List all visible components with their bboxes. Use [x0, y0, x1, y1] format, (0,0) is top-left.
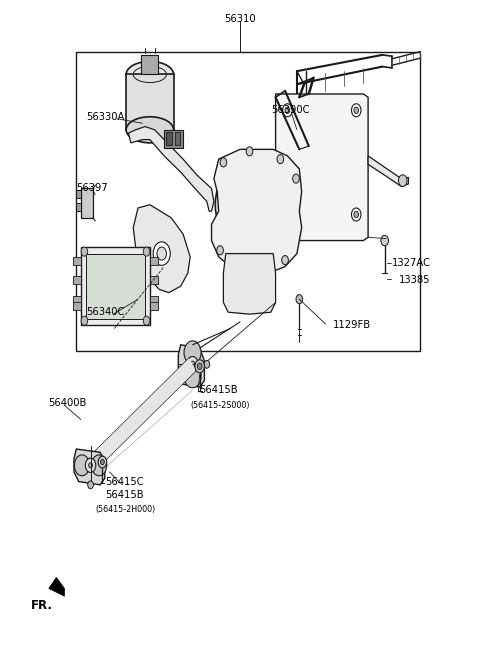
Polygon shape	[223, 254, 276, 314]
Bar	[150, 277, 158, 284]
Circle shape	[81, 316, 88, 325]
Circle shape	[246, 200, 253, 210]
Text: (56415-2H000): (56415-2H000)	[96, 505, 156, 514]
Circle shape	[88, 481, 94, 489]
Circle shape	[277, 154, 284, 164]
Circle shape	[143, 247, 150, 256]
Bar	[175, 132, 180, 145]
Circle shape	[195, 360, 204, 373]
Circle shape	[100, 459, 104, 464]
Circle shape	[234, 184, 264, 225]
Circle shape	[98, 456, 107, 468]
Bar	[76, 204, 81, 212]
Bar	[76, 52, 420, 351]
Bar	[72, 257, 81, 265]
Polygon shape	[179, 345, 204, 387]
Circle shape	[282, 256, 288, 265]
Circle shape	[220, 158, 227, 167]
Bar	[150, 257, 158, 265]
Polygon shape	[126, 74, 174, 130]
Circle shape	[285, 212, 290, 217]
Circle shape	[74, 455, 90, 476]
Text: 56330A: 56330A	[86, 112, 124, 122]
Bar	[167, 132, 172, 145]
Circle shape	[187, 357, 198, 372]
Circle shape	[283, 208, 292, 221]
Circle shape	[351, 208, 361, 221]
Circle shape	[216, 158, 284, 252]
Circle shape	[293, 174, 300, 183]
Circle shape	[398, 175, 407, 187]
Circle shape	[283, 104, 292, 117]
Circle shape	[197, 363, 202, 369]
Circle shape	[242, 194, 257, 215]
Circle shape	[351, 104, 361, 117]
Circle shape	[92, 455, 107, 476]
Polygon shape	[212, 149, 301, 273]
Text: 56390C: 56390C	[271, 105, 309, 115]
Circle shape	[204, 361, 210, 368]
Circle shape	[296, 294, 302, 304]
Circle shape	[153, 242, 170, 265]
Bar	[72, 302, 81, 310]
Bar	[141, 55, 158, 74]
Bar	[81, 247, 150, 325]
Text: FR.: FR.	[31, 599, 53, 612]
Text: 56397: 56397	[76, 183, 108, 193]
Circle shape	[81, 247, 88, 256]
Ellipse shape	[126, 61, 174, 87]
Bar	[164, 130, 183, 148]
Text: 56415B: 56415B	[105, 489, 144, 499]
Bar	[86, 254, 145, 319]
Circle shape	[143, 316, 150, 325]
Text: 56310: 56310	[224, 14, 256, 24]
Text: 56415B: 56415B	[200, 386, 238, 396]
Text: 56400B: 56400B	[48, 398, 86, 409]
Circle shape	[157, 247, 167, 260]
Bar	[72, 277, 81, 284]
Text: (56415-2S000): (56415-2S000)	[190, 401, 250, 410]
Circle shape	[217, 246, 223, 255]
Circle shape	[246, 265, 253, 275]
Bar	[72, 296, 81, 304]
Text: 1129FB: 1129FB	[333, 320, 371, 330]
Circle shape	[354, 107, 359, 114]
Circle shape	[354, 212, 359, 217]
Bar	[150, 296, 158, 304]
Circle shape	[184, 365, 201, 388]
Text: 56340C: 56340C	[86, 307, 124, 317]
Polygon shape	[368, 156, 408, 187]
Polygon shape	[74, 449, 105, 485]
Circle shape	[184, 341, 201, 365]
Circle shape	[223, 169, 276, 240]
Polygon shape	[133, 205, 190, 292]
Bar	[81, 189, 93, 217]
Circle shape	[381, 235, 388, 246]
Text: 56415C: 56415C	[105, 476, 144, 487]
Bar	[150, 302, 158, 310]
Text: 1327AC: 1327AC	[392, 258, 431, 268]
Polygon shape	[276, 94, 368, 240]
Circle shape	[285, 107, 290, 114]
Ellipse shape	[126, 117, 174, 143]
Text: 13385: 13385	[399, 275, 431, 284]
Circle shape	[85, 458, 96, 472]
Circle shape	[246, 147, 253, 156]
Polygon shape	[129, 127, 214, 212]
Circle shape	[190, 361, 195, 367]
Polygon shape	[87, 358, 196, 472]
Bar	[76, 191, 81, 198]
Polygon shape	[49, 578, 64, 597]
Circle shape	[89, 463, 93, 468]
